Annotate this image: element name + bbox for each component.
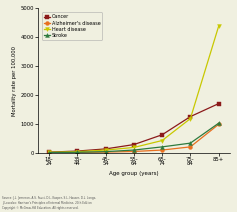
Alzheimer's disease (76, 151, 79, 154)
Heart disease (132, 146, 135, 149)
Alzheimer's disease (48, 151, 51, 154)
X-axis label: Age group (years): Age group (years) (109, 171, 159, 176)
Stroke (217, 122, 220, 124)
Heart disease (76, 150, 79, 153)
Stroke (48, 151, 51, 154)
Stroke (189, 142, 192, 144)
Heart disease (217, 25, 220, 28)
Cancer (161, 134, 164, 136)
Line: Heart disease: Heart disease (47, 24, 221, 154)
Heart disease (189, 117, 192, 120)
Line: Cancer: Cancer (47, 102, 221, 154)
Alzheimer's disease (189, 146, 192, 148)
Cancer (189, 115, 192, 118)
Line: Stroke: Stroke (47, 121, 221, 155)
Heart disease (161, 139, 164, 142)
Cancer (217, 102, 220, 105)
Cancer (76, 150, 79, 152)
Cancer (104, 148, 107, 150)
Text: Source: J.L. Jameson, A.S. Fauci, D.L. Kasper, S.L. Hauser, D.L. Longo,
J. Losca: Source: J.L. Jameson, A.S. Fauci, D.L. K… (2, 196, 96, 210)
Alzheimer's disease (104, 151, 107, 153)
Alzheimer's disease (161, 149, 164, 151)
Legend: Cancer, Alzheimer's disease, Heart disease, Stroke: Cancer, Alzheimer's disease, Heart disea… (42, 12, 102, 40)
Stroke (76, 151, 79, 153)
Line: Alzheimer's disease: Alzheimer's disease (47, 123, 221, 155)
Cancer (132, 143, 135, 146)
Heart disease (104, 149, 107, 151)
Stroke (161, 146, 164, 148)
Stroke (104, 150, 107, 153)
Heart disease (48, 151, 51, 153)
Cancer (48, 151, 51, 153)
Alzheimer's disease (132, 150, 135, 153)
Alzheimer's disease (217, 123, 220, 126)
Y-axis label: Mortality rate per 100,000: Mortality rate per 100,000 (13, 46, 18, 116)
Stroke (132, 149, 135, 151)
